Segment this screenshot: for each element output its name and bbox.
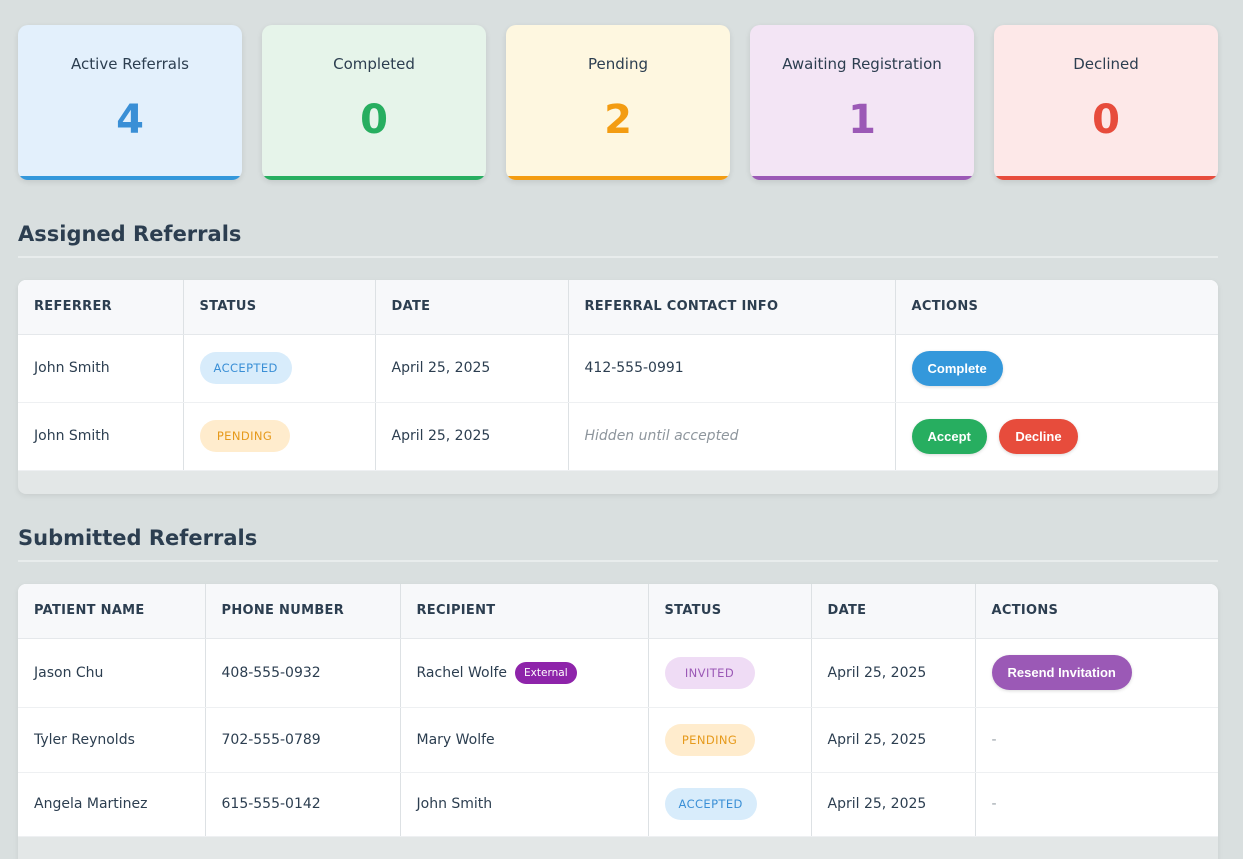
actions-cell: Accept Decline xyxy=(895,402,1218,471)
stats-row: Active Referrals 4 Completed 0 Pending 2… xyxy=(18,25,1218,180)
stat-accent-bar xyxy=(750,176,974,180)
table-row: Tyler Reynolds 702-555-0789 Mary Wolfe P… xyxy=(18,707,1218,773)
stat-card-active: Active Referrals 4 xyxy=(18,25,242,180)
stat-card-awaiting: Awaiting Registration 1 xyxy=(750,25,974,180)
table-header-row: PATIENT NAME PHONE NUMBER RECIPIENT STAT… xyxy=(18,584,1218,639)
referrer-name: John Smith xyxy=(18,334,184,403)
accept-button[interactable]: Accept xyxy=(911,418,987,454)
status-cell: PENDING xyxy=(183,402,376,471)
status-badge: PENDING xyxy=(664,723,755,756)
recipient-name: John Smith xyxy=(400,772,649,837)
col-recipient: RECIPIENT xyxy=(400,584,649,639)
stat-value: 2 xyxy=(604,97,632,143)
status-cell: ACCEPTED xyxy=(183,334,376,403)
status-badge: ACCEPTED xyxy=(664,788,757,820)
stat-card-declined: Declined 0 xyxy=(994,25,1218,180)
col-actions: ACTIONS xyxy=(895,280,1218,335)
col-referrer: REFERRER xyxy=(18,280,184,335)
resend-invitation-button[interactable]: Resend Invitation xyxy=(991,655,1132,690)
referral-date: April 25, 2025 xyxy=(811,772,976,837)
stat-label: Completed xyxy=(333,55,415,73)
contact-info: 412-555-0991 xyxy=(568,334,896,403)
stat-value: 4 xyxy=(116,97,144,143)
stat-label: Declined xyxy=(1073,55,1139,73)
submitted-referrals-table: PATIENT NAME PHONE NUMBER RECIPIENT STAT… xyxy=(18,584,1218,859)
recipient-name: Rachel Wolfe xyxy=(416,664,508,681)
phone-number: 702-555-0789 xyxy=(205,707,401,773)
table-header-row: REFERRER STATUS DATE REFERRAL CONTACT IN… xyxy=(18,280,1218,335)
col-status: STATUS xyxy=(648,584,812,639)
status-badge: INVITED xyxy=(664,656,755,689)
actions-cell: Resend Invitation xyxy=(975,638,1218,708)
stat-label: Awaiting Registration xyxy=(782,55,942,73)
col-phone-number: PHONE NUMBER xyxy=(205,584,401,639)
recipient-name: Mary Wolfe xyxy=(400,707,649,773)
referral-date: April 25, 2025 xyxy=(375,402,569,471)
patient-name: Angela Martinez xyxy=(18,772,206,837)
status-cell: INVITED xyxy=(648,638,812,708)
status-cell: PENDING xyxy=(648,707,812,773)
complete-button[interactable]: Complete xyxy=(911,350,1003,386)
col-status: STATUS xyxy=(183,280,376,335)
patient-name: Jason Chu xyxy=(18,638,206,708)
table-row: Angela Martinez 615-555-0142 John Smith … xyxy=(18,772,1218,837)
stat-card-completed: Completed 0 xyxy=(262,25,486,180)
status-cell: ACCEPTED xyxy=(648,772,812,837)
stat-accent-bar xyxy=(18,176,242,180)
recipient-cell: Rachel Wolfe External xyxy=(400,638,649,708)
col-actions: ACTIONS xyxy=(975,584,1218,639)
patient-name: Tyler Reynolds xyxy=(18,707,206,773)
status-badge: PENDING xyxy=(199,420,290,452)
decline-button[interactable]: Decline xyxy=(999,418,1078,454)
table-row: John Smith PENDING April 25, 2025 Hidden… xyxy=(18,402,1218,471)
col-date: DATE xyxy=(811,584,976,639)
status-badge: ACCEPTED xyxy=(199,352,292,384)
stat-card-pending: Pending 2 xyxy=(506,25,730,180)
phone-number: 615-555-0142 xyxy=(205,772,401,837)
stat-accent-bar xyxy=(506,176,730,180)
stat-value: 0 xyxy=(1092,97,1120,143)
external-tag: External xyxy=(515,661,577,684)
referral-date: April 25, 2025 xyxy=(811,707,976,773)
stat-accent-bar xyxy=(262,176,486,180)
table-row: John Smith ACCEPTED April 25, 2025 412-5… xyxy=(18,334,1218,403)
referral-date: April 25, 2025 xyxy=(811,638,976,708)
stat-value: 1 xyxy=(848,97,876,143)
stat-label: Pending xyxy=(588,55,648,73)
phone-number: 408-555-0932 xyxy=(205,638,401,708)
submitted-referrals-title: Submitted Referrals xyxy=(18,526,1218,562)
referral-date: April 25, 2025 xyxy=(375,334,569,403)
stat-value: 0 xyxy=(360,97,388,143)
col-contact-info: REFERRAL CONTACT INFO xyxy=(568,280,896,335)
stat-accent-bar xyxy=(994,176,1218,180)
referrer-name: John Smith xyxy=(18,402,184,471)
stat-label: Active Referrals xyxy=(71,55,189,73)
table-row: Jason Chu 408-555-0932 Rachel Wolfe Exter… xyxy=(18,638,1218,708)
assigned-referrals-table: REFERRER STATUS DATE REFERRAL CONTACT IN… xyxy=(18,280,1218,494)
no-action: - xyxy=(975,707,1218,773)
actions-cell: Complete xyxy=(895,334,1218,403)
col-date: DATE xyxy=(375,280,569,335)
assigned-referrals-title: Assigned Referrals xyxy=(18,222,1218,258)
no-action: - xyxy=(975,772,1218,837)
contact-info-hidden: Hidden until accepted xyxy=(568,402,896,471)
col-patient-name: PATIENT NAME xyxy=(18,584,206,639)
